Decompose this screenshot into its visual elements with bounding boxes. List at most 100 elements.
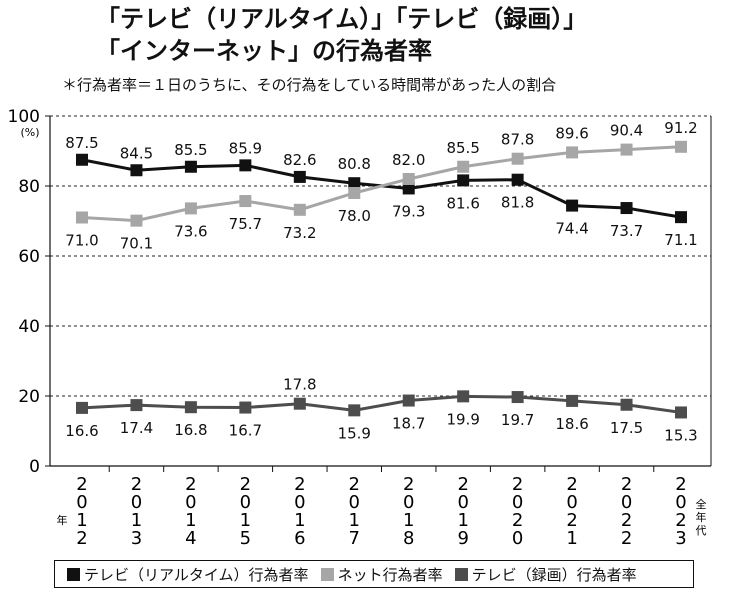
data-label-recorded: 16.7 xyxy=(229,422,262,440)
x-tick-digit: 1 xyxy=(185,510,196,531)
data-label-realtime: 87.5 xyxy=(65,134,98,152)
y-tick-label-80: 80 xyxy=(18,177,40,197)
data-label-net: 75.7 xyxy=(229,215,262,233)
data-label-realtime: 74.4 xyxy=(555,220,588,238)
legend-label-realtime: テレビ（リアルタイム）行為者率 xyxy=(84,565,309,584)
x-tick-digit: 6 xyxy=(294,528,305,549)
point-realtime xyxy=(457,174,470,187)
point-net xyxy=(675,140,687,153)
data-label-realtime: 82.6 xyxy=(283,151,316,169)
series-line-recorded xyxy=(81,394,682,414)
data-label-realtime: 79.3 xyxy=(392,202,425,220)
point-realtime xyxy=(293,170,306,183)
data-label-net: 73.2 xyxy=(283,224,316,242)
point-recorded xyxy=(566,394,579,407)
point-realtime xyxy=(620,202,633,215)
point-realtime xyxy=(675,211,687,224)
data-label-recorded: 17.4 xyxy=(120,419,153,437)
legend-label-recorded: テレビ（録画）行為者率 xyxy=(471,565,637,584)
point-net xyxy=(130,214,143,227)
x-tick-digit: 0 xyxy=(512,492,523,513)
point-recorded xyxy=(402,394,415,407)
point-recorded xyxy=(348,404,361,417)
x-tick-digit: 2 xyxy=(131,474,142,495)
data-label-realtime: 80.8 xyxy=(338,155,371,173)
data-label-realtime: 85.9 xyxy=(229,139,262,157)
point-net xyxy=(76,211,88,224)
data-label-net: 71.0 xyxy=(65,232,98,250)
y-tick-label-100: 100 xyxy=(8,107,40,127)
point-recorded xyxy=(511,391,524,404)
data-label-realtime: 81.6 xyxy=(446,194,479,212)
x-tick-digit: 2 xyxy=(512,510,523,531)
x-tick-digit: 0 xyxy=(403,492,414,513)
point-recorded xyxy=(620,398,633,411)
x-tick-digit: 1 xyxy=(76,510,87,531)
point-recorded xyxy=(239,401,252,414)
x-tick-digit: 1 xyxy=(294,510,305,531)
data-label-realtime: 84.5 xyxy=(120,144,153,162)
legend-swatch-net xyxy=(320,567,334,581)
point-net xyxy=(620,143,633,156)
legend-swatch-recorded xyxy=(454,567,468,581)
y-axis-unit-label: (%) xyxy=(20,126,39,139)
all-ages-marker: 全年代 xyxy=(696,497,707,537)
x-tick-digit: 5 xyxy=(240,528,251,549)
x-tick-digit: 1 xyxy=(403,510,414,531)
all-ages-char: 代 xyxy=(696,524,707,537)
x-tick-digit: 0 xyxy=(349,492,360,513)
definition-note: ＊行為者率＝１日のうちに、その行為をしている時間帯があった人の割合 xyxy=(62,76,557,94)
year-marker: 年 xyxy=(57,513,68,527)
point-realtime xyxy=(239,159,252,172)
x-tick-digit: 4 xyxy=(185,528,196,549)
data-label-realtime: 73.7 xyxy=(610,222,643,240)
data-label-net: 89.6 xyxy=(555,124,588,142)
point-net xyxy=(184,202,197,215)
data-label-recorded: 15.3 xyxy=(664,426,697,444)
point-net xyxy=(511,152,524,165)
x-tick-labels: 2012201320142015201620172018201920202021… xyxy=(57,474,707,549)
y-tick-label-0: 0 xyxy=(29,457,40,477)
data-label-realtime: 81.8 xyxy=(501,194,534,212)
x-tick-digit: 0 xyxy=(240,492,251,513)
chart-title-line-2: 「インターネット」の行為者率 xyxy=(96,37,432,65)
x-tick-digit: 2 xyxy=(512,474,523,495)
y-tick-label-60: 60 xyxy=(18,247,40,267)
data-label-realtime: 85.5 xyxy=(174,141,207,159)
point-recorded xyxy=(293,397,306,410)
x-tick-digit: 9 xyxy=(457,528,468,549)
data-label-recorded: 16.6 xyxy=(65,422,98,440)
legend-swatch-realtime xyxy=(67,567,80,581)
data-label-net: 85.5 xyxy=(446,139,479,157)
x-tick-digit: 2 xyxy=(240,474,251,495)
x-tick-digit: 2 xyxy=(457,474,468,495)
axes xyxy=(45,115,712,472)
chart-title-line-1: 「テレビ（リアルタイム）」「テレビ（録画）」 xyxy=(96,5,588,33)
x-tick-digit: 2 xyxy=(621,474,632,495)
x-tick-digit: 2 xyxy=(566,510,577,531)
point-realtime xyxy=(76,153,88,166)
x-tick-digit: 0 xyxy=(185,492,196,513)
point-recorded xyxy=(457,390,470,403)
data-label-net: 87.8 xyxy=(501,131,534,149)
data-series xyxy=(76,140,687,419)
point-net xyxy=(402,173,415,185)
x-tick-digit: 0 xyxy=(621,492,632,513)
data-label-net: 90.4 xyxy=(610,122,643,140)
point-recorded xyxy=(675,406,687,419)
x-tick-digit: 2 xyxy=(675,474,686,495)
point-realtime xyxy=(184,160,197,173)
x-tick-digit: 1 xyxy=(566,528,577,549)
x-tick-digit: 0 xyxy=(675,492,686,513)
data-label-recorded: 19.7 xyxy=(501,411,534,429)
point-recorded xyxy=(130,399,143,412)
